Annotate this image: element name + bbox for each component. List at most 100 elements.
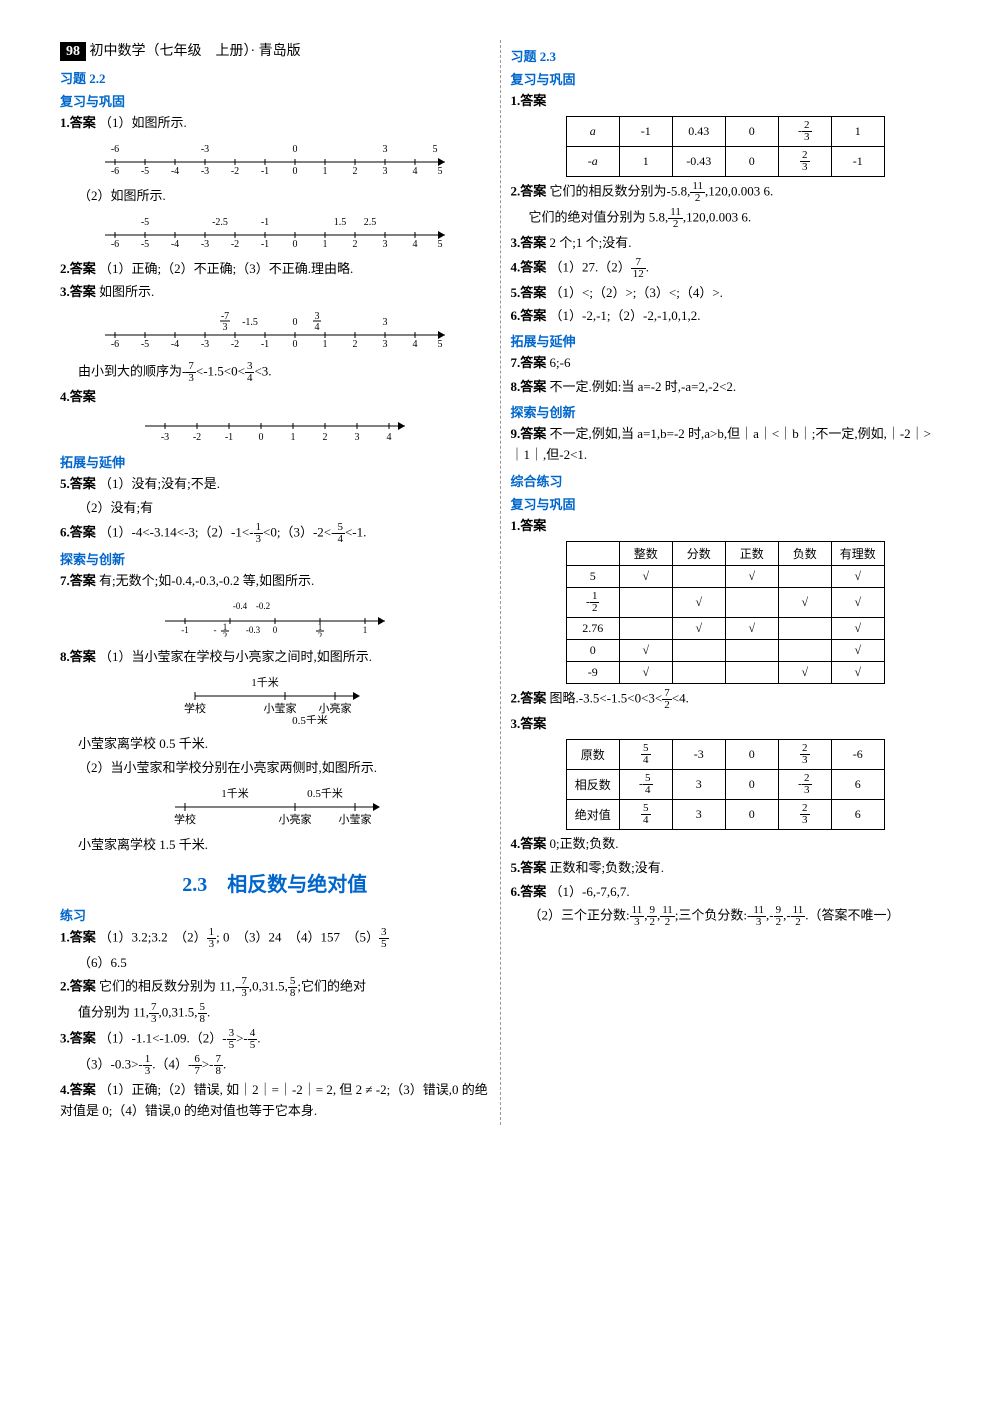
q1: 1.答案 （1）如图所示. [60, 113, 490, 134]
svg-text:1: 1 [322, 239, 327, 249]
svg-text:5: 5 [437, 239, 442, 249]
svg-text:小亮家: 小亮家 [318, 701, 351, 715]
svg-text:1千米: 1千米 [221, 787, 249, 800]
svg-text:-6: -6 [111, 166, 119, 176]
number-line-4: -3-2-101234 [60, 414, 490, 446]
svg-text:0: 0 [258, 432, 263, 442]
rq2b: 2.答案 图略.-3.5<-1.5<0<3<72<4. [511, 688, 941, 711]
section-2-3-title: 2.3 相反数与绝对值 [60, 868, 490, 897]
svg-text:1千米: 1千米 [251, 676, 279, 689]
svg-text:-2: -2 [231, 166, 239, 176]
number-line-7: -0.4-0.2 -1 12- -0.3 0 12 1 [60, 597, 490, 641]
diagram-8b: 1千米 0.5千米 学校 小亮家 小莹家 [60, 785, 490, 829]
rq5: 5.答案 （1）<;（2）>;（3）<;（4）>. [511, 283, 941, 304]
lianxi-title: 练习 [60, 905, 490, 924]
svg-text:3: 3 [382, 239, 387, 249]
svg-text:2.5: 2.5 [364, 217, 377, 228]
svg-text:-0.3: -0.3 [246, 625, 261, 635]
number-line-2: -5-2.5-11.52.5 -6-5-4-3-2-1012345 [60, 213, 490, 253]
svg-text:1.5: 1.5 [334, 217, 347, 228]
table-row: 整数分数正数负数有理数 [566, 542, 884, 566]
rq8: 8.答案 不一定.例如:当 a=-2 时,-a=2,-2<2. [511, 377, 941, 398]
q4: 4.答案 [60, 387, 490, 408]
svg-text:-1: -1 [261, 239, 269, 249]
table-row: -12√√√ [566, 588, 884, 618]
tansuo-r: 探索与创新 [511, 402, 941, 421]
zonghe-title: 综合练习 [511, 471, 941, 490]
fuxi-title-r: 复习与巩固 [511, 69, 941, 88]
svg-text:-6: -6 [111, 144, 119, 155]
table-2: 整数分数正数负数有理数 5√√√ -12√√√ 2.76√√√ 0√√ -9√√… [566, 541, 885, 684]
diagram-8a: 1千米 学校 小莹家 小亮家 0.5千米 [60, 674, 490, 728]
q3: 3.答案 如图所示. [60, 282, 490, 303]
svg-text:-5: -5 [141, 239, 149, 249]
table-row: -a1-0.43023-1 [566, 146, 884, 176]
table-row: 相反数-5430-236 [566, 769, 884, 799]
svg-text:小莹家: 小莹家 [263, 701, 296, 715]
p2b: 值分别为 11,73,0,31.5,58. [60, 1002, 490, 1025]
svg-text:-0.2: -0.2 [256, 601, 270, 611]
table-row: 原数54-3023-6 [566, 739, 884, 769]
rq2b: 它们的绝对值分别为 5.8,112,120,0.003 6. [511, 207, 941, 230]
table-row: a-10.430-231 [566, 116, 884, 146]
table-row: 0√√ [566, 640, 884, 662]
q7: 7.答案 有;无数个;如-0.4,-0.3,-0.2 等,如图所示. [60, 571, 490, 592]
svg-text:5: 5 [437, 339, 442, 350]
svg-text:2: 2 [352, 339, 357, 350]
svg-text:-4: -4 [171, 339, 179, 350]
svg-text:-3: -3 [161, 432, 169, 442]
rq1b: 1.答案 [511, 516, 941, 537]
svg-text:-1: -1 [261, 217, 269, 228]
rq3b: 3.答案 [511, 714, 941, 735]
q5: 5.答案 （1）没有;没有;不是. [60, 474, 490, 495]
q8b2: 小莹家离学校 1.5 千米. [60, 835, 490, 856]
svg-text:3: 3 [314, 311, 319, 322]
svg-text:-3: -3 [201, 166, 209, 176]
svg-text:1: 1 [363, 625, 368, 635]
svg-text:-4: -4 [171, 239, 179, 249]
svg-text:1: 1 [322, 339, 327, 350]
table-1: a-10.430-231 -a1-0.43023-1 [566, 116, 885, 177]
svg-text:-3: -3 [201, 239, 209, 249]
svg-text:0.5千米: 0.5千米 [292, 714, 328, 724]
q8a2: 小莹家离学校 0.5 千米. [60, 734, 490, 755]
rq6b: 6.答案 （1）-6,-7,6,7. [511, 882, 941, 903]
rq4b: 4.答案 0;正数;负数. [511, 834, 941, 855]
right-column: 习题 2.3 复习与巩固 1.答案 a-10.430-231 -a1-0.430… [501, 40, 951, 1125]
table-row: -9√√√ [566, 662, 884, 684]
rq6bb: （2）三个正分数:113,92,112;三个负分数:-113,-92,-112.… [511, 905, 941, 928]
fuxi2-title: 复习与巩固 [511, 494, 941, 513]
svg-text:2: 2 [352, 239, 357, 249]
svg-text:-1: -1 [261, 166, 269, 176]
svg-text:0.5千米: 0.5千米 [307, 787, 343, 800]
rq2: 2.答案 它们的相反数分别为-5.8,112,120,0.003 6. [511, 181, 941, 204]
exercise-2-2-title: 习题 2.2 [60, 68, 490, 87]
q3-order: 由小到大的顺序为-73<-1.5<0<34<3. [60, 361, 490, 384]
svg-text:0: 0 [292, 144, 297, 155]
rq3: 3.答案 2 个;1 个;没有. [511, 233, 941, 254]
rq5b: 5.答案 正数和零;负数;没有. [511, 858, 941, 879]
svg-text:学校: 学校 [174, 812, 196, 825]
svg-text:-4: -4 [171, 166, 179, 176]
svg-text:3: 3 [382, 144, 387, 155]
svg-text:3: 3 [222, 322, 227, 333]
q8: 8.答案 （1）当小莹家在学校与小亮家之间时,如图所示. [60, 647, 490, 668]
svg-text:-2.5: -2.5 [212, 217, 228, 228]
svg-text:3: 3 [382, 317, 387, 328]
table-row: 2.76√√√ [566, 618, 884, 640]
rq6: 6.答案 （1）-2,-1;（2）-2,-1,0,1,2. [511, 306, 941, 327]
svg-text:-0.4: -0.4 [233, 601, 248, 611]
page: 98 初中数学（七年级 上册）· 青岛版 习题 2.2 复习与巩固 1.答案 （… [0, 0, 1000, 1165]
svg-text:3: 3 [354, 432, 359, 442]
svg-text:-2: -2 [231, 239, 239, 249]
rq7: 7.答案 6;-6 [511, 353, 941, 374]
svg-text:-2: -2 [231, 339, 239, 350]
page-header: 98 初中数学（七年级 上册）· 青岛版 [60, 40, 490, 60]
fuxi-title: 复习与巩固 [60, 91, 490, 110]
svg-text:小亮家: 小亮家 [278, 812, 311, 825]
p1: 1.答案 （1）3.2;3.2 （2）13; 0 （3）24 （4）157 （5… [60, 927, 490, 950]
svg-text:小莹家: 小莹家 [338, 812, 371, 825]
tuozhan-title: 拓展与延伸 [60, 452, 490, 471]
left-column: 98 初中数学（七年级 上册）· 青岛版 习题 2.2 复习与巩固 1.答案 （… [50, 40, 501, 1125]
svg-text:5: 5 [437, 166, 442, 176]
